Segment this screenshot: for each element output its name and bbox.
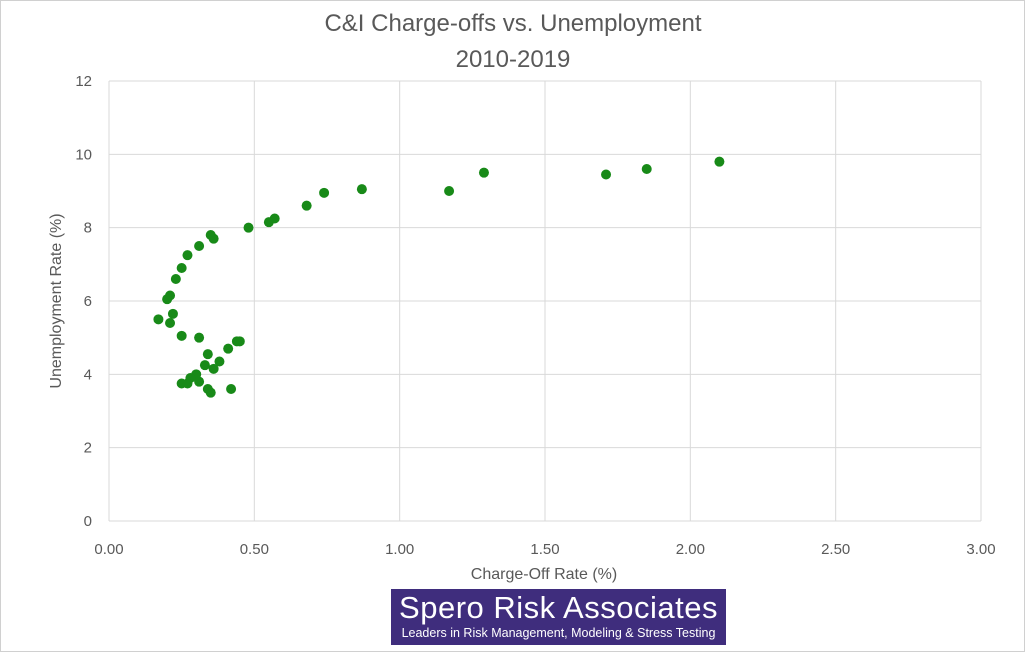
scatter-point — [199, 360, 210, 371]
scatter-point — [223, 343, 234, 354]
y-tick-label: 8 — [84, 220, 92, 237]
x-tick-label: 3.00 — [966, 541, 995, 558]
chart-title-line-1: C&I Charge-offs vs. Unemployment — [324, 10, 701, 37]
scatter-point — [601, 169, 612, 180]
x-axis-title: Charge-Off Rate (%) — [471, 566, 617, 583]
scatter-point — [194, 376, 205, 387]
chart-title-line-2: 2010-2019 — [456, 46, 571, 73]
scatter-point — [478, 167, 489, 178]
scatter-point — [182, 250, 193, 261]
scatter-point — [641, 164, 652, 174]
company-logo: Spero Risk Associates Leaders in Risk Ma… — [391, 589, 726, 645]
scatter-point — [167, 308, 178, 319]
scatter-point — [165, 318, 176, 328]
scatter-point — [444, 186, 455, 196]
scatter-point — [162, 294, 173, 305]
x-tick-label: 1.50 — [530, 541, 559, 558]
y-axis-title: Unemployment Rate (%) — [48, 213, 65, 388]
scatter-point — [176, 330, 187, 341]
scatter-point — [301, 200, 312, 211]
scatter-point — [714, 156, 725, 167]
y-tick-label: 0 — [84, 513, 92, 530]
scatter-point — [205, 387, 216, 398]
y-tick-label: 10 — [75, 146, 92, 163]
y-tick-label: 12 — [75, 73, 92, 90]
scatter-point — [208, 233, 219, 244]
y-tick-label: 2 — [84, 440, 92, 457]
y-tick-label: 6 — [84, 293, 92, 310]
x-tick-label: 0.00 — [94, 541, 123, 558]
scatter-point — [234, 336, 245, 347]
logo-tagline: Leaders in Risk Management, Modeling & S… — [401, 626, 716, 640]
scatter-point — [194, 241, 205, 251]
scatter-point — [356, 184, 367, 195]
scatter-point — [263, 217, 274, 228]
scatter-point — [208, 363, 219, 374]
x-tick-label: 0.50 — [240, 541, 269, 558]
gridlines — [108, 80, 982, 522]
scatter-point — [170, 274, 181, 284]
scatter-point — [182, 378, 193, 389]
y-tick-label: 4 — [84, 366, 92, 383]
logo-company-name: Spero Risk Associates — [399, 590, 718, 625]
x-tick-label: 2.50 — [821, 541, 850, 558]
tick-labels: 0 2 4 6 8 10 12 0.00 0.50 1.00 1.50 2.00 2.50 3.00 — [75, 73, 995, 558]
scatter-point — [202, 349, 213, 360]
scatter-point — [153, 314, 164, 325]
scatter-point — [319, 187, 330, 198]
scatter-point — [226, 384, 237, 394]
data-points — [153, 156, 725, 398]
scatter-point — [176, 263, 187, 273]
scatter-point — [214, 356, 225, 367]
scatter-point — [194, 332, 205, 343]
x-tick-label: 1.00 — [385, 541, 414, 558]
scatter-point — [243, 222, 254, 233]
x-tick-label: 2.00 — [676, 541, 705, 558]
